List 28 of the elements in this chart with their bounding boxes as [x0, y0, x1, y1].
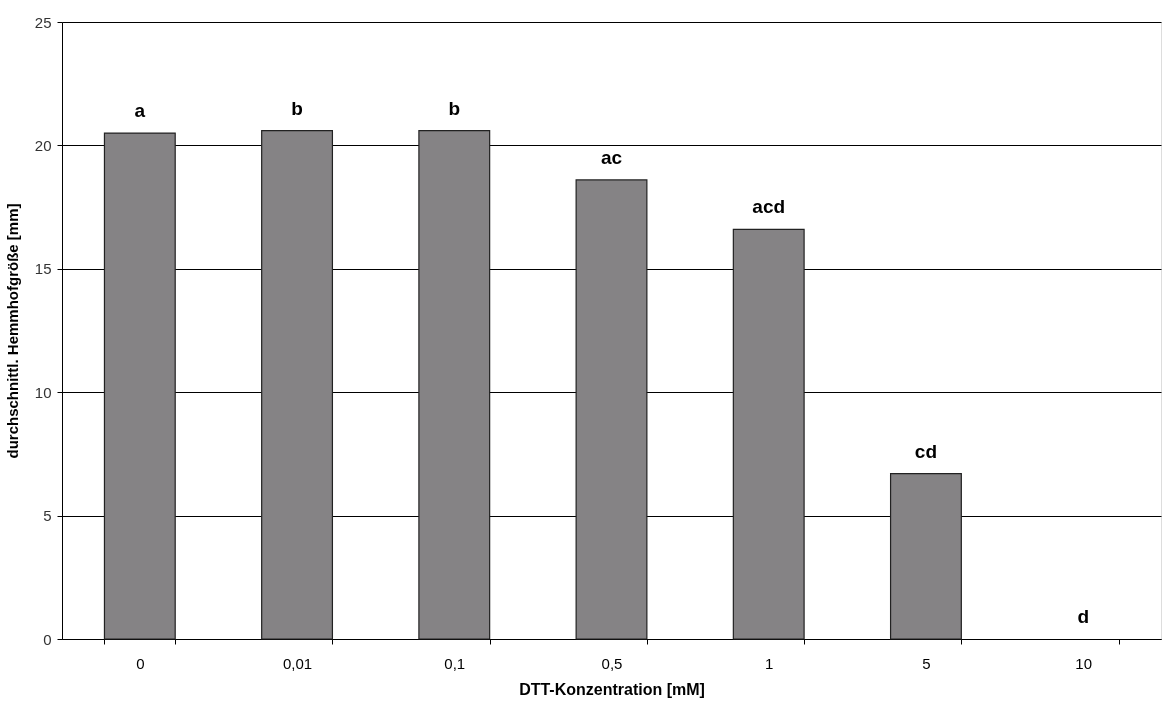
y-tick-label: 10: [34, 383, 52, 401]
y-tick-label: 20: [34, 136, 52, 154]
annotation: b: [448, 97, 461, 119]
bar: [418, 129, 491, 640]
x-tick-label: 1: [765, 654, 774, 672]
bar: [261, 129, 334, 640]
x-tick-label: 0,5: [601, 654, 623, 672]
x-tick-label: 0,01: [282, 654, 313, 672]
x-tick-label: 0: [136, 654, 145, 672]
annotation: a: [134, 100, 146, 122]
annotation: ac: [600, 146, 623, 168]
y-tick-label: 25: [34, 13, 52, 31]
bar: [732, 228, 805, 640]
annotation: b: [291, 97, 303, 119]
bar: [889, 473, 962, 640]
y-tick-label: 0: [43, 630, 52, 648]
annotation: acd: [752, 196, 786, 218]
y-tick-label: 5: [43, 507, 52, 525]
y-axis-title: durchschnittl. Hemmhofgröße [mm]: [3, 203, 21, 459]
x-tick-label: 5: [922, 654, 931, 672]
x-tick-label: 0,1: [444, 654, 466, 672]
bar: [575, 179, 648, 640]
x-axis-title: DTT-Konzentration [mM]: [519, 680, 705, 698]
bar: [103, 132, 176, 640]
annotation: d: [1077, 606, 1089, 627]
annotation: cd: [914, 440, 938, 462]
y-tick-label: 15: [34, 260, 52, 278]
x-tick-label: 10: [1075, 654, 1093, 672]
